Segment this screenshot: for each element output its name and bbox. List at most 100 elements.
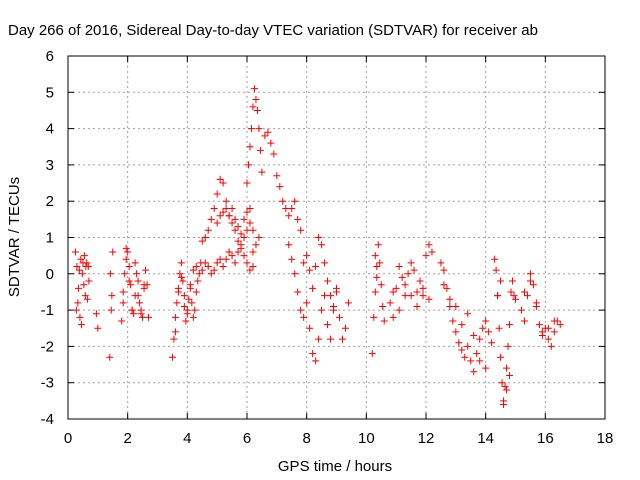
x-tick-label: 12: [418, 430, 435, 447]
data-point: [288, 204, 296, 212]
data-point: [309, 284, 317, 292]
y-axis-title: SDTVAR / TECUs: [6, 177, 23, 297]
data-point: [321, 259, 329, 267]
x-tick-label: 2: [123, 430, 131, 447]
x-tick-label: 14: [477, 430, 494, 447]
data-point: [122, 244, 130, 252]
data-point: [249, 248, 257, 256]
data-point: [464, 342, 472, 350]
data-point: [376, 259, 384, 267]
data-point: [523, 292, 531, 300]
data-point: [273, 172, 281, 180]
data-point: [344, 299, 352, 307]
data-point: [446, 302, 454, 310]
data-point: [443, 284, 451, 292]
data-point: [482, 317, 490, 325]
data-point: [398, 273, 406, 281]
data-point: [422, 252, 430, 260]
data-point: [377, 281, 385, 289]
data-point: [216, 255, 224, 263]
data-point: [252, 96, 260, 104]
data-point: [179, 277, 187, 285]
data-point: [494, 292, 502, 300]
data-point: [270, 150, 278, 158]
data-point: [297, 226, 305, 234]
data-point: [449, 317, 457, 325]
data-point: [261, 132, 269, 140]
data-point: [240, 215, 248, 223]
data-point: [315, 234, 323, 241]
data-point: [330, 302, 338, 310]
data-point: [544, 335, 552, 343]
data-point: [77, 321, 85, 329]
data-point: [476, 335, 484, 343]
x-axis-title: GPS time / hours: [278, 458, 392, 475]
data-point: [81, 292, 89, 300]
data-point: [128, 306, 136, 314]
data-point: [85, 277, 93, 285]
data-point: [137, 306, 145, 314]
data-point: [219, 208, 227, 216]
data-point: [118, 317, 126, 325]
data-point: [246, 219, 254, 227]
data-point: [306, 324, 314, 332]
data-point: [246, 266, 254, 274]
data-point: [106, 353, 114, 361]
data-point: [425, 241, 433, 249]
data-point: [109, 248, 117, 256]
data-point: [327, 335, 335, 343]
data-point: [297, 306, 305, 314]
data-point: [119, 288, 127, 296]
data-point: [225, 212, 233, 220]
data-point: [306, 266, 314, 274]
data-point: [185, 295, 193, 303]
data-point: [309, 350, 317, 358]
data-point: [321, 292, 329, 300]
data-point: [294, 215, 302, 223]
data-point: [327, 292, 335, 300]
data-point: [73, 263, 81, 271]
data-point: [374, 241, 382, 249]
data-point: [464, 310, 472, 318]
data-point: [497, 353, 505, 361]
data-point: [256, 146, 264, 154]
data-point: [140, 281, 148, 289]
data-point: [250, 85, 258, 93]
data-point: [476, 357, 484, 365]
data-point: [315, 335, 323, 343]
data-point: [131, 259, 139, 267]
data-point: [401, 281, 409, 289]
data-point: [279, 197, 287, 205]
data-point: [370, 313, 378, 321]
data-point: [80, 252, 88, 260]
x-tick-label: 8: [302, 430, 310, 447]
data-point: [507, 288, 515, 296]
data-point: [497, 277, 505, 285]
data-point: [207, 270, 215, 278]
data-point: [333, 288, 340, 296]
data-point: [246, 143, 254, 151]
y-tick-label: 1: [46, 230, 54, 247]
data-point: [373, 263, 381, 271]
data-point: [198, 237, 206, 245]
data-point: [371, 288, 379, 296]
data-point: [176, 270, 184, 278]
data-point: [532, 302, 540, 310]
data-point: [440, 281, 448, 289]
data-point: [303, 299, 311, 307]
data-point: [255, 125, 263, 133]
data-point: [335, 313, 343, 321]
data-point: [74, 284, 82, 292]
data-point: [252, 241, 260, 249]
data-point: [440, 266, 448, 274]
data-point: [425, 295, 433, 303]
data-point: [318, 241, 326, 249]
data-point: [517, 306, 525, 314]
data-point: [204, 226, 212, 234]
data-point: [192, 263, 200, 271]
data-point: [249, 226, 257, 234]
data-point: [240, 252, 248, 260]
grid-lines: [68, 56, 605, 419]
data-point: [419, 292, 427, 300]
data-point: [188, 299, 196, 307]
